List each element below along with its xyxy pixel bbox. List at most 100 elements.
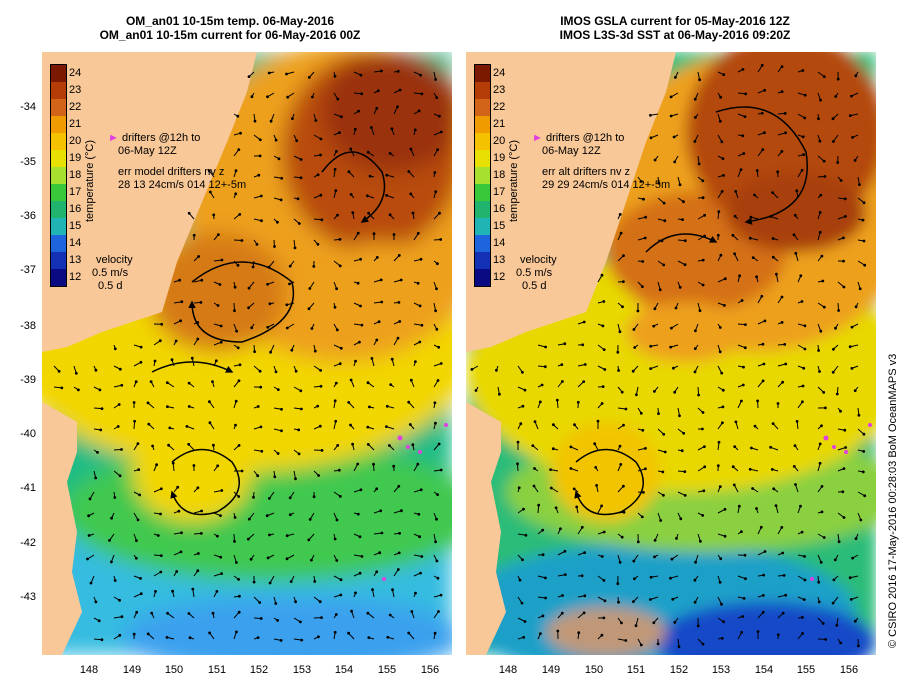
velocity-arrow-head (602, 530, 606, 534)
velocity-arrow-head (795, 420, 799, 423)
velocity-arrow-head (849, 598, 853, 601)
colorbar-tick: 24 (69, 67, 82, 79)
velocity-arrow-head (657, 412, 660, 415)
velocity-arrow-head (366, 150, 370, 154)
velocity-arrow-head (756, 399, 759, 403)
lat-tick-label: -35 (20, 156, 36, 168)
velocity-arrow-head (594, 466, 598, 469)
velocity-arrow-head (434, 540, 437, 544)
velocity-arrow-head (680, 449, 684, 453)
velocity-arrow-head (763, 550, 767, 553)
velocity-arrow-head (844, 215, 847, 218)
velocity-arrow-head (240, 469, 244, 473)
drifters-legend: ► drifters @12h to 06-May 12Z (108, 132, 200, 158)
velocity-arrow-head (540, 383, 544, 387)
velocity-arrow-head (334, 613, 338, 616)
velocity-arrow-head (118, 633, 122, 637)
right-title-line2: IMOS L3S-3d SST at 06-May-2016 09:20Z (559, 28, 791, 42)
velocity-arrow-head (266, 325, 270, 329)
velocity-arrow-head (360, 323, 364, 327)
velocity-arrow-head (694, 560, 697, 564)
velocity-arrow-head (397, 254, 401, 257)
velocity-arrow-head (370, 126, 373, 129)
velocity-arrow-head (782, 574, 786, 577)
colorbar-tick: 23 (69, 84, 82, 96)
velocity-arrow-head (820, 510, 824, 514)
velocity-arrow-head (368, 405, 371, 409)
velocity-arrow-head (622, 280, 625, 283)
velocity-arrow-head (319, 369, 322, 372)
velocity-arrow-head (267, 71, 271, 75)
velocity-arrow-head (234, 192, 238, 196)
velocity-arrow-head (624, 639, 628, 642)
velocity-arrow-head (854, 305, 858, 309)
velocity-arrow-head (662, 432, 666, 436)
velocity-arrow-head (380, 531, 384, 535)
velocity-arrow-head (693, 140, 697, 143)
velocity-arrow-head (351, 211, 355, 215)
velocity-arrow-head (291, 117, 294, 120)
velocity-arrow-head (823, 175, 827, 178)
velocity-arrow-head (792, 465, 796, 468)
velocity-arrow-head (694, 329, 697, 333)
velocity-arrow-head (237, 578, 241, 581)
velocity-arrow-head (663, 450, 667, 454)
velocity-arrow-head (318, 424, 322, 428)
velocity-arrow-head (554, 506, 558, 510)
velocity-arrow-head (678, 183, 682, 187)
velocity-arrow-head (88, 497, 92, 501)
velocity-arrow-head (601, 385, 605, 388)
velocity-arrow-head (516, 440, 520, 444)
velocity-arrow-head (633, 577, 636, 581)
velocity-arrow-head (670, 557, 674, 561)
lon-tick-label: 154 (754, 664, 774, 676)
lat-tick-label: -34 (20, 101, 36, 113)
tasmania-land (42, 402, 82, 655)
velocity-arrow-head (211, 380, 214, 383)
velocity-arrow-head (760, 294, 764, 298)
velocity-arrow-head (853, 389, 857, 392)
velocity-arrow-head (721, 388, 725, 392)
velocity-arrow-head (375, 256, 379, 259)
velocity-arrow-head (744, 577, 747, 581)
velocity-arrow-head (618, 444, 622, 448)
velocity-arrow-head (831, 117, 835, 121)
velocity-arrow-head (693, 347, 697, 350)
error-stats: err alt drifters nv z 29 29 24cm/s 014 1… (542, 166, 670, 192)
velocity-arrow-head (367, 211, 370, 215)
velocity-arrow-head (313, 349, 317, 353)
velocity-arrow-head (333, 305, 337, 309)
velocity-arrow-head (742, 365, 745, 369)
velocity-arrow-head (388, 613, 392, 617)
observed-sst-map[interactable]: 24 23 22 21 20 19 18 17 16 15 14 13 12 t… (466, 52, 876, 655)
velocity-arrow-head (437, 345, 441, 349)
velocity-arrow-head (320, 449, 324, 452)
velocity-arrow-head (843, 197, 847, 201)
velocity-arrow-head (649, 344, 653, 348)
velocity-arrow-head (517, 486, 521, 490)
velocity-arrow-head (234, 169, 238, 173)
model-temperature-map[interactable]: 24 23 22 21 20 19 18 17 16 15 14 13 12 t… (42, 52, 452, 655)
velocity-arrow-head (249, 557, 253, 561)
velocity-arrow-head (693, 370, 697, 374)
velocity-arrow-head (674, 306, 678, 310)
velocity-arrow-head (748, 236, 752, 240)
velocity-arrow-head (723, 304, 726, 307)
velocity-arrow-head (693, 578, 697, 582)
velocity-arrow-head (379, 278, 383, 282)
velocity-arrow-head (274, 138, 278, 142)
velocity-arrow-head (86, 557, 89, 561)
velocity-arrow-head (753, 424, 757, 428)
velocity-arrow-head (434, 309, 437, 313)
velocity-arrow-head (769, 215, 773, 218)
velocity-arrow-head (744, 92, 748, 96)
velocity-arrow-head (353, 127, 357, 131)
velocity-arrow-head (583, 551, 586, 554)
velocity-arrow-head (392, 233, 396, 236)
velocity-arrow-head (388, 444, 391, 447)
velocity-arrow-head (219, 514, 222, 517)
velocity-arrow-head (859, 518, 863, 522)
velocity-arrow-head (817, 117, 820, 121)
velocity-arrow-head (718, 119, 722, 123)
velocity-arrow-head (518, 578, 522, 582)
